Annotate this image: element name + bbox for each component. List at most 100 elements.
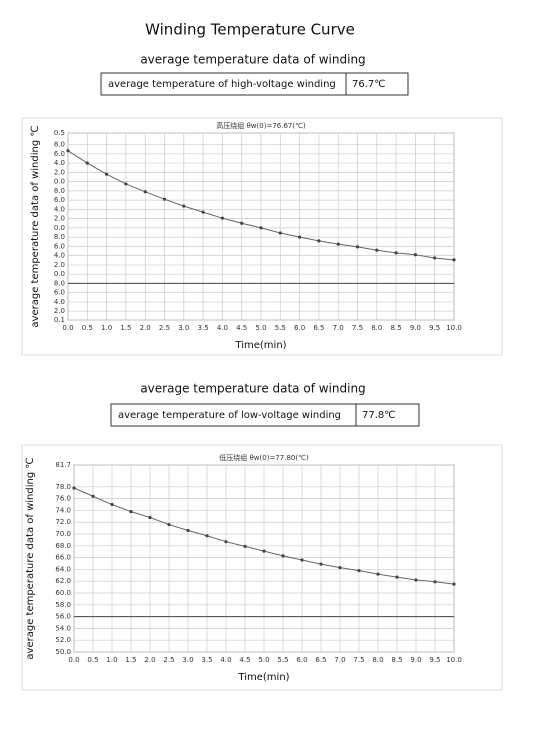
y-tick-label: 4.0 (54, 205, 65, 213)
x-tick-label: 1.0 (101, 324, 112, 332)
data-point (394, 251, 398, 255)
data-point (281, 554, 285, 558)
x-tick-label: 5.5 (275, 324, 286, 332)
x-tick-label: 7.0 (333, 324, 344, 332)
data-point (259, 226, 263, 230)
y-tick-label: 76.0 (55, 495, 71, 503)
y-tick-label: 68.0 (55, 542, 71, 550)
y-tick-label: 0.1 (54, 316, 65, 324)
y-tick-label: 2.0 (54, 261, 65, 269)
x-tick-label: 6.0 (294, 324, 305, 332)
x-tick-label: 3.5 (201, 656, 212, 664)
y-tick-label: 2.0 (54, 215, 65, 223)
data-point (91, 494, 95, 498)
data-point (262, 549, 266, 553)
y-tick-label: 0.0 (54, 178, 65, 186)
x-tick-label: 2.5 (163, 656, 174, 664)
x-tick-label: 2.0 (140, 324, 151, 332)
y-tick-label: 6.0 (54, 289, 65, 297)
data-point (298, 235, 302, 239)
data-point (167, 522, 171, 527)
x-tick-label: 4.0 (220, 656, 231, 664)
x-tick-label: 6.5 (315, 656, 326, 664)
data-point (240, 221, 244, 225)
data-point (355, 245, 360, 249)
data-point (243, 544, 247, 549)
data-point (143, 190, 147, 194)
page-title: Winding Temperature Curve (145, 21, 355, 39)
x-tick-label: 1.0 (106, 656, 117, 664)
x-tick-label: 1.5 (120, 324, 131, 332)
data-point (162, 197, 167, 201)
data-point (110, 502, 114, 507)
x-tick-label: 4.0 (217, 324, 228, 332)
data-point (182, 204, 186, 208)
data-point (357, 568, 361, 573)
x-tick-label: 7.5 (353, 656, 364, 664)
x-tick-label: 8.5 (391, 656, 402, 664)
y-tick-label: 74.0 (55, 506, 71, 514)
data-point (376, 572, 380, 576)
data-point (66, 149, 70, 153)
y-tick-label: 56.0 (55, 613, 71, 621)
table-label: average temperature of high-voltage wind… (108, 79, 336, 90)
x-tick-label: 4.5 (236, 324, 247, 332)
y-tick-label: 50.0 (55, 648, 71, 656)
y-tick-label: 54.0 (55, 624, 71, 632)
x-tick-label: 8.0 (372, 656, 383, 664)
y-tick-label: 4.0 (54, 252, 65, 260)
table-box (110, 403, 420, 427)
x-tick-label: 2.5 (159, 324, 170, 332)
x-tick-label: 8.0 (371, 324, 382, 332)
y-tick-label: 0.5 (54, 129, 65, 137)
y-tick-label: 0.0 (54, 270, 65, 278)
data-point (336, 242, 340, 246)
x-tick-label: 6.0 (296, 656, 307, 664)
chart-title: 高压绕组 θw(0)=76.67(℃) (216, 121, 306, 130)
x-tick-label: 9.0 (410, 656, 421, 664)
x-tick-label: 5.0 (255, 324, 266, 332)
x-tick-label: 5.0 (258, 656, 269, 664)
data-point (148, 515, 152, 520)
x-tick-label: 4.5 (239, 656, 250, 664)
data-point (201, 210, 205, 214)
x-tick-label: 10.0 (446, 324, 462, 332)
data-point (452, 258, 456, 262)
y-tick-label: 60.0 (55, 589, 71, 597)
data-point (224, 540, 228, 544)
y-tick-label: 4.0 (54, 159, 65, 167)
data-point (124, 182, 128, 186)
y-tick-label: 4.0 (54, 298, 65, 306)
y-tick-label: 8.0 (54, 141, 65, 149)
y-tick-label: 66.0 (55, 554, 71, 562)
x-tick-label: 0.0 (68, 656, 79, 664)
data-point (205, 534, 209, 538)
x-tick-label: 0.0 (62, 324, 73, 332)
x-tick-label: 3.0 (178, 324, 189, 332)
chart-frame (21, 117, 503, 356)
y-tick-label: 2.0 (54, 168, 65, 176)
x-tick-label: 9.0 (410, 324, 421, 332)
y-tick-label: 64.0 (55, 565, 71, 573)
x-tick-label: 3.0 (182, 656, 193, 664)
data-point (85, 161, 89, 165)
y-tick-label: 52.0 (55, 636, 71, 644)
y-tick-label: 6.0 (54, 196, 65, 204)
data-point (414, 578, 418, 582)
y-tick-label: 78.0 (55, 483, 71, 491)
x-tick-label: 9.5 (429, 656, 440, 664)
table-label: average temperature of low-voltage windi… (118, 410, 341, 421)
x-tick-label: 10.0 (446, 656, 462, 664)
y-tick-label: 58.0 (55, 601, 71, 609)
data-point (433, 580, 437, 584)
table-value: 77.8℃ (362, 410, 396, 421)
y-tick-label: 6.0 (54, 242, 65, 250)
section-heading: average temperature data of winding (140, 53, 365, 67)
y-axis-label: average temperature data of winding ℃ (25, 457, 36, 659)
table-box (100, 72, 409, 96)
x-tick-label: 1.5 (125, 656, 136, 664)
x-tick-label: 6.5 (313, 324, 324, 332)
x-axis-label: Time(min) (234, 340, 286, 351)
x-tick-label: 0.5 (87, 656, 98, 664)
